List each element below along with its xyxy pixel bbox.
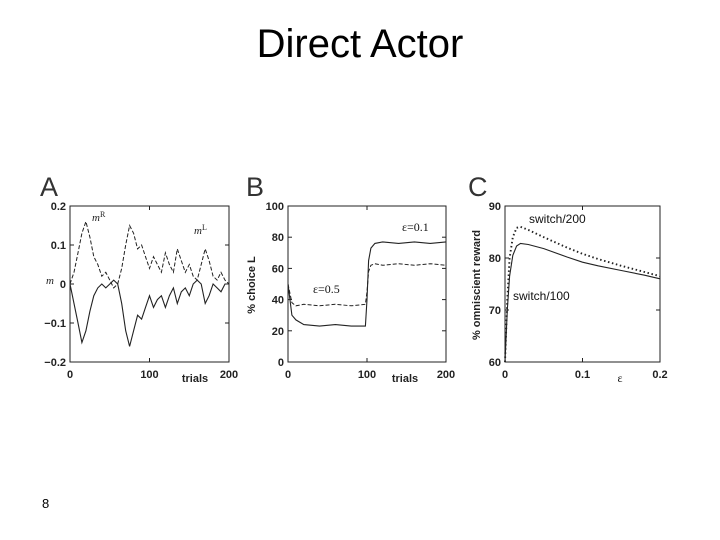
series-label-switch-100: switch/100 — [513, 289, 570, 303]
x-axis-label: ε — [617, 371, 622, 385]
y-tick-label: 40 — [272, 295, 284, 307]
panel-letter: C — [468, 172, 488, 202]
x-tick-label: 0 — [285, 369, 291, 381]
y-tick-label: 20 — [272, 326, 284, 338]
y-tick-label: 0.2 — [51, 201, 66, 213]
panel-letter: B — [246, 172, 264, 202]
panel-letter: A — [40, 172, 58, 202]
y-tick-label: −0.2 — [44, 357, 66, 369]
y-tick-label: 80 — [272, 232, 284, 244]
y-axis-label: % omniscient reward — [471, 230, 483, 340]
y-tick-label: 90 — [489, 201, 501, 213]
series-line-a-0 — [69, 219, 230, 289]
y-axis-label: m — [46, 275, 54, 287]
series-line-b-1 — [287, 241, 447, 327]
x-tick-label: 100 — [140, 369, 158, 381]
slide-title: Direct Actor — [256, 22, 464, 66]
y-axis-label: % choice L — [246, 256, 258, 314]
series-label-mL: mL — [194, 223, 207, 237]
y-tick-label: 60 — [272, 263, 284, 275]
x-tick-label: 0.2 — [652, 369, 667, 381]
page-number: 8 — [42, 496, 50, 511]
x-axis-label: trials — [182, 373, 208, 385]
y-tick-label: −0.1 — [44, 318, 66, 330]
x-tick-label: 0 — [67, 369, 73, 381]
series-line-c-1 — [504, 242, 661, 363]
y-tick-label: 60 — [489, 357, 501, 369]
x-tick-label: 0 — [502, 369, 508, 381]
panel-c: C90 80 70 600 0.1 0.2 ε % omniscient reward swit… — [468, 172, 668, 385]
y-tick-label: 0.1 — [51, 240, 66, 252]
y-tick-label: 100 — [266, 201, 284, 213]
y-tick-label: 80 — [489, 253, 501, 265]
series-label-eps-0-1: ε=0.1 — [402, 220, 429, 234]
x-tick-label: 200 — [437, 369, 455, 381]
series-label-mR: mR — [92, 210, 106, 224]
y-tick-label: 0 — [60, 279, 66, 291]
x-axis-label: trials — [392, 373, 418, 385]
x-tick-label: 200 — [220, 369, 238, 381]
plot-frame — [504, 205, 661, 363]
x-tick-label: 100 — [358, 369, 376, 381]
x-tick-label: 0.1 — [575, 369, 590, 381]
series-label-eps-0-5: ε=0.5 — [313, 282, 340, 296]
series-line-c-0 — [504, 225, 661, 363]
y-tick-label: 70 — [489, 305, 501, 317]
y-tick-label: 0 — [278, 357, 284, 369]
series-label-switch-200: switch/200 — [529, 212, 586, 226]
series-line-a-1 — [69, 279, 229, 347]
